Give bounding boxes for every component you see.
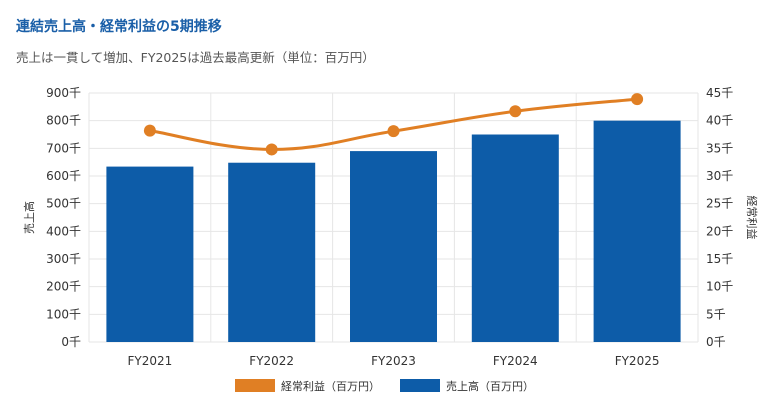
y-left-tick-label: 100千 [46,307,81,321]
chart-title: 連結売上高・経常利益の5期推移 [16,19,222,35]
y-left-tick-label: 800千 [46,114,81,128]
y-right-tick-label: 5千 [706,307,726,321]
y-left-tick-label: 700千 [46,141,81,155]
line-point-fy2025 [631,93,644,106]
legend-label-uriage[interactable]: 売上高（百万円） [446,379,534,393]
line-point-fy2023 [387,125,400,138]
x-tick-label: FY2024 [493,354,538,368]
y-left-tick-label: 400千 [46,224,81,238]
legend-label-keijo-rieki[interactable]: 経常利益（百万円） [281,379,380,393]
y-left-tick-label: 500千 [46,197,81,211]
y-right-tick-label: 15千 [706,252,733,266]
line-series-keijo-rieki [149,97,638,151]
y-left-tick-label: 200千 [46,280,81,294]
x-tick-label: FY2021 [128,354,173,368]
line-point-fy2022 [265,143,278,156]
legend-swatch-keijo-rieki[interactable] [235,379,275,392]
bar-fy2023 [350,151,437,342]
y-right-tick-label: 40千 [706,114,733,128]
y-left-tick-label: 0千 [61,335,81,349]
x-tick-label: FY2022 [249,354,294,368]
y-right-tick-label: 35千 [706,141,733,155]
y-left-axis-title: 売上高 [22,201,36,234]
x-tick-label: FY2025 [615,354,660,368]
y-right-axis-title: 経常利益 [745,196,759,240]
bar-fy2021 [106,166,194,342]
y-right-tick-label: 20千 [706,224,733,238]
y-left-tick-label: 300千 [46,252,81,266]
y-left-tick-label: 900千 [46,86,81,100]
line-point-fy2024 [509,105,522,118]
bar-fy2024 [471,134,559,342]
y-right-tick-label: 25千 [706,197,733,211]
x-tick-label: FY2023 [371,354,416,368]
y-right-tick-label: 0千 [706,335,726,349]
bar-fy2022 [228,162,316,342]
y-left-tick-label: 600千 [46,169,81,183]
chart-subtitle: 売上は一貫して増加、FY2025は過去最高更新（単位：百万円） [16,50,375,65]
legend-swatch-uriage[interactable] [400,379,440,392]
y-right-tick-label: 45千 [706,86,733,100]
line-point-fy2021 [143,124,156,137]
bar-fy2025 [593,120,681,343]
y-right-tick-label: 30千 [706,169,733,183]
y-right-tick-label: 10千 [706,280,733,294]
